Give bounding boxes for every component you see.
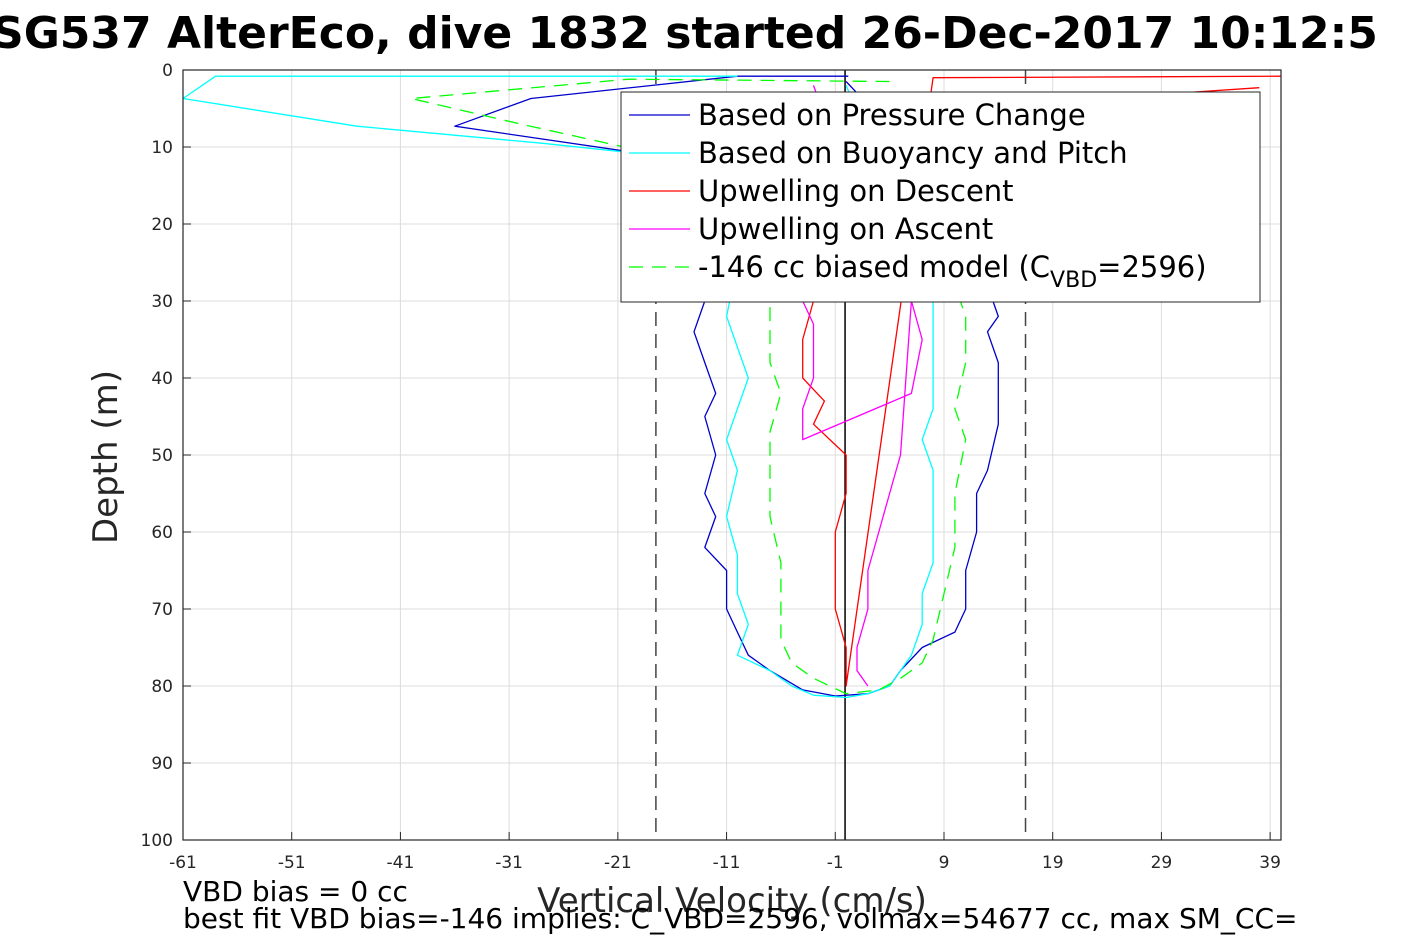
x-tick-label: 19 xyxy=(1042,853,1064,873)
x-tick-label: -41 xyxy=(387,853,415,873)
x-tick-label: -21 xyxy=(604,853,632,873)
y-tick-label: 40 xyxy=(151,369,173,389)
y-tick-label: 0 xyxy=(162,61,173,81)
x-axis-ticks: -61 -51 -41 -31 -21 -11 -1 9 19 29 39 xyxy=(169,832,1281,873)
x-tick-label: -51 xyxy=(278,853,306,873)
series-line-146-cc-biased-model-c xyxy=(410,78,967,695)
x-tick-label: -31 xyxy=(495,853,523,873)
x-axis-label: Vertical Velocity (cm/s) xyxy=(537,881,927,921)
y-tick-label: 30 xyxy=(151,292,173,312)
y-tick-label: 80 xyxy=(151,677,173,697)
legend-label: Based on Buoyancy and Pitch xyxy=(698,136,1128,170)
chart-title: SG537 AlterEco, dive 1832 started 26-Dec… xyxy=(0,8,1378,59)
y-tick-label: 70 xyxy=(151,600,173,620)
y-axis-label: Depth (m) xyxy=(86,370,126,544)
y-tick-label: 90 xyxy=(151,754,173,774)
x-tick-label: -11 xyxy=(713,853,741,873)
legend-label: Upwelling on Ascent xyxy=(698,212,993,246)
legend-label: -146 cc biased model (CVBD=2596) xyxy=(698,250,1207,293)
x-tick-label: 29 xyxy=(1151,853,1173,873)
legend-label: Upwelling on Descent xyxy=(698,174,1014,208)
y-axis-ticks: 0 10 20 30 40 50 60 70 80 90 100 xyxy=(141,61,191,851)
y-tick-label: 20 xyxy=(151,215,173,235)
y-tick-label: 60 xyxy=(151,523,173,543)
best-fit-note: best fit VBD bias=-146 implies: C_VBD=25… xyxy=(183,902,1297,935)
x-tick-label: 9 xyxy=(939,853,950,873)
y-tick-label: 50 xyxy=(151,446,173,466)
y-tick-label: 10 xyxy=(151,138,173,158)
legend-label: Based on Pressure Change xyxy=(698,98,1086,132)
x-tick-label: -61 xyxy=(169,853,197,873)
vbd-bias-note: VBD bias = 0 cc xyxy=(183,875,408,908)
legend-box xyxy=(620,91,1261,303)
x-tick-label: 39 xyxy=(1259,853,1281,873)
y-tick-label: 100 xyxy=(141,831,173,851)
x-tick-label: -1 xyxy=(827,853,844,873)
legend: Based on Pressure Change Based on Buoyanc… xyxy=(620,91,1261,303)
